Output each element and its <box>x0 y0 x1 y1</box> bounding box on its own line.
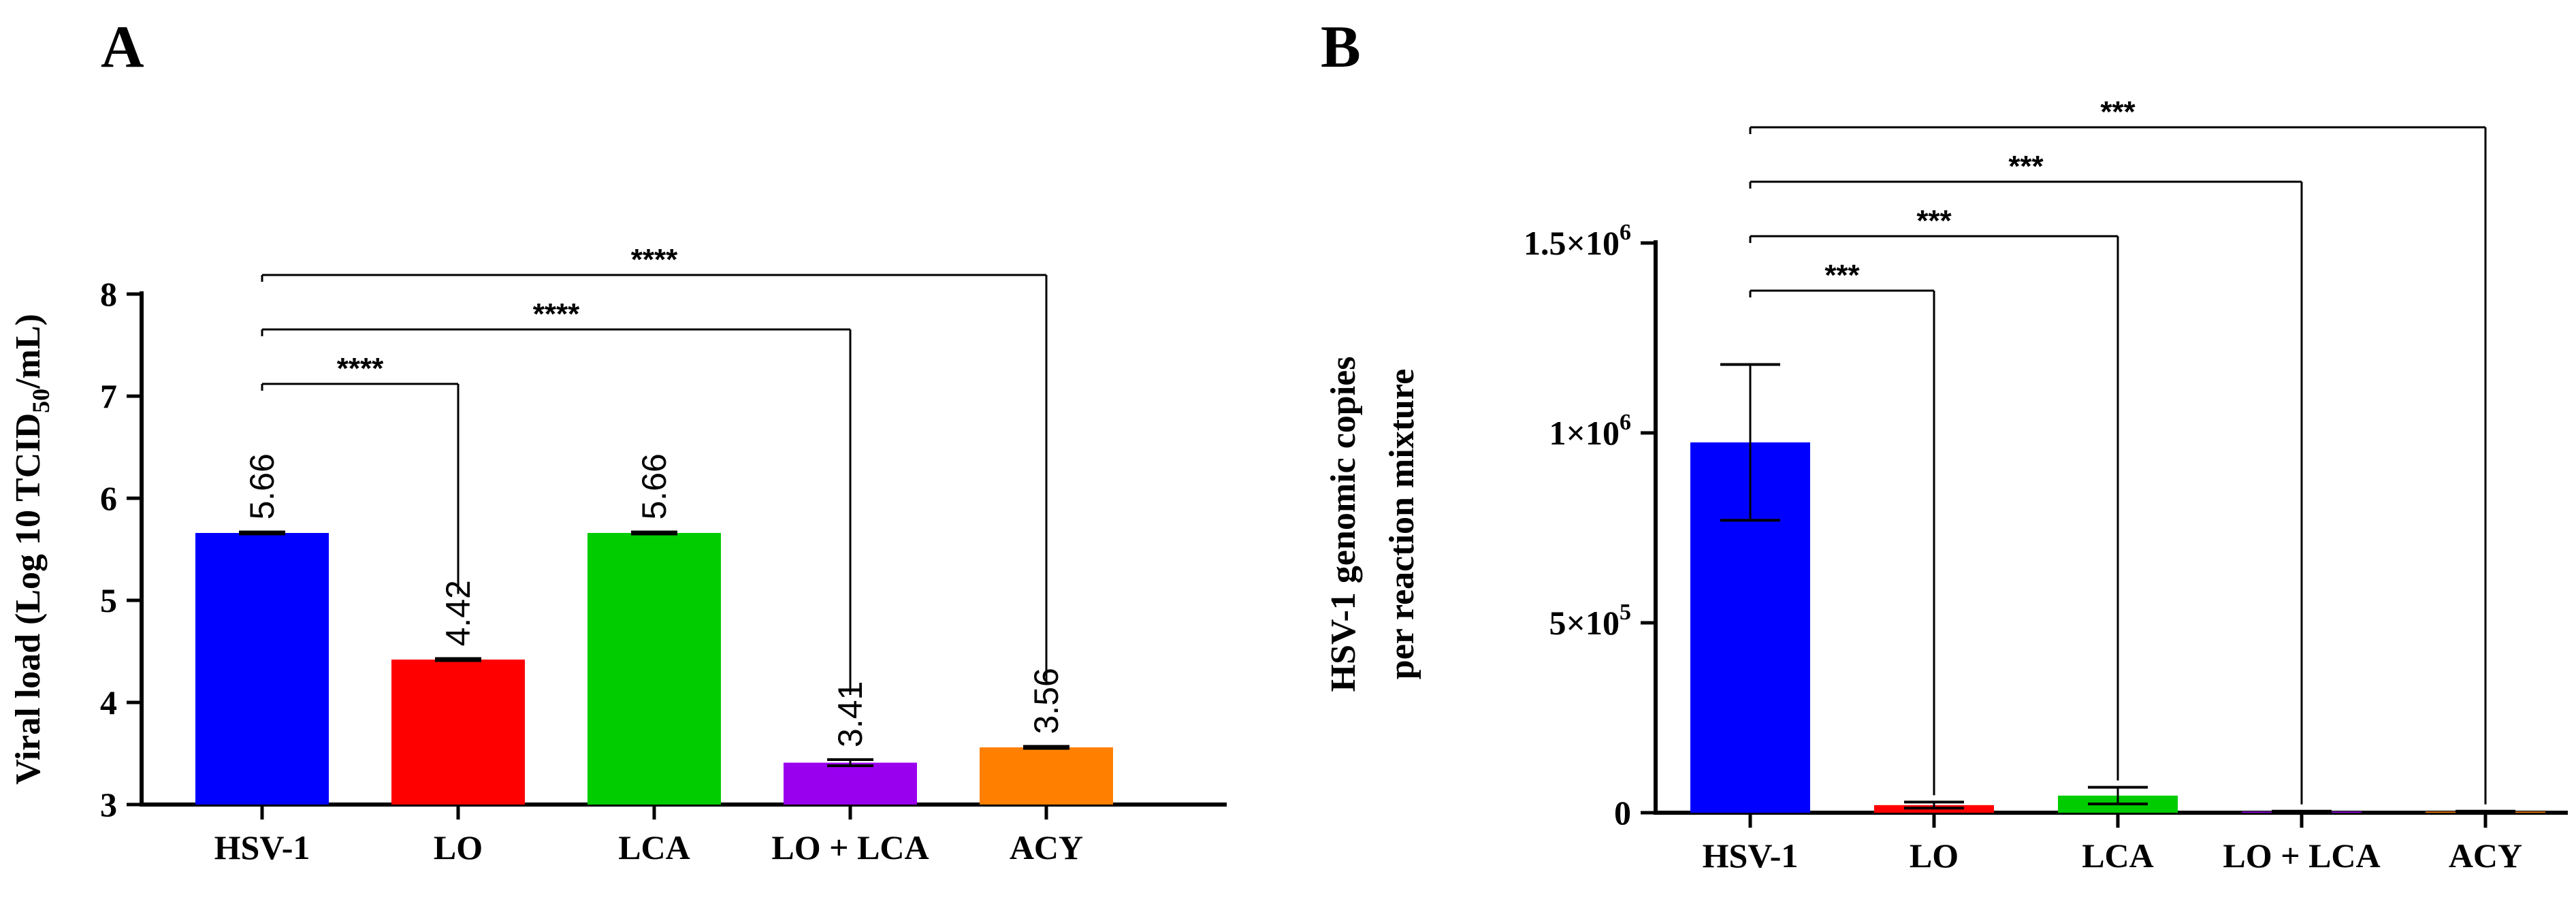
x-tick-label-lo-lca: LO + LCA <box>771 828 929 866</box>
y-tick-label: 5×105 <box>1549 600 1632 642</box>
y-tick-label: 1×106 <box>1549 410 1632 452</box>
panel-b-letter: B <box>1321 14 1361 80</box>
y-tick-label: 8 <box>100 275 117 313</box>
y-axis-title-line1: HSV-1 genomic copies <box>1324 357 1363 692</box>
x-tick-label-lca: LCA <box>2082 837 2154 875</box>
significance-label: *** <box>2008 150 2044 183</box>
bar-lo-lca <box>784 762 917 805</box>
y-tick-label: 3 <box>100 785 117 824</box>
y-axis-title-subscript: 50 <box>27 389 54 413</box>
bar-lca <box>587 533 721 805</box>
y-axis-title-suffix: /mL) <box>9 314 48 389</box>
y-axis-title: Viral load (Log 10 TCID50/mL) <box>9 314 54 785</box>
x-tick-label-lo: LO <box>1910 837 1959 875</box>
y-tick-label: 5 <box>100 581 117 619</box>
significance-label: **** <box>631 243 678 276</box>
y-tick-label: 1.5×106 <box>1524 220 1631 262</box>
x-tick-label-acy: ACY <box>2449 837 2522 875</box>
y-axis-title-line2: per reaction mixture <box>1383 369 1421 679</box>
panel-a-letter: A <box>101 14 144 80</box>
y-tick-label: 7 <box>100 377 117 415</box>
y-tick-exponent: 5 <box>1620 600 1631 625</box>
x-tick-label-acy: ACY <box>1010 828 1083 866</box>
x-tick-label-lo-lca: LO + LCA <box>2223 837 2380 875</box>
y-tick-label: 4 <box>100 683 117 721</box>
significance-label: *** <box>2100 95 2136 129</box>
chart-b: 0 5×105 1×106 1.5×106 HSV-1 LO LCA LO + LCA ACY *… <box>1324 95 2568 875</box>
significance-label: *** <box>1824 259 1860 292</box>
x-tick-label-hsv-1: HSV-1 <box>214 828 310 866</box>
significance-label: *** <box>1916 204 1952 238</box>
x-tick-label-hsv-1: HSV-1 <box>1703 837 1799 875</box>
y-tick-exponent: 6 <box>1620 410 1631 435</box>
y-tick-label: 0 <box>1614 794 1631 832</box>
value-label-hsv-1: 5.66 <box>243 453 281 519</box>
significance-label: **** <box>337 352 384 385</box>
x-tick-label-lca: LCA <box>618 828 690 866</box>
bar-acy <box>980 747 1113 805</box>
value-label-lca: 5.66 <box>635 453 673 519</box>
panel-b: B 0 5×105 1×106 1.5×106 HSV-1 LO LCA LO + LCA AC… <box>1321 14 2568 875</box>
x-tick-label-lo: LO <box>434 828 483 866</box>
y-tick-label: 6 <box>100 479 117 517</box>
significance-label: **** <box>533 297 580 331</box>
bar-hsv-1 <box>195 533 329 805</box>
bar-lo <box>391 660 525 805</box>
y-tick-exponent: 6 <box>1620 220 1631 245</box>
